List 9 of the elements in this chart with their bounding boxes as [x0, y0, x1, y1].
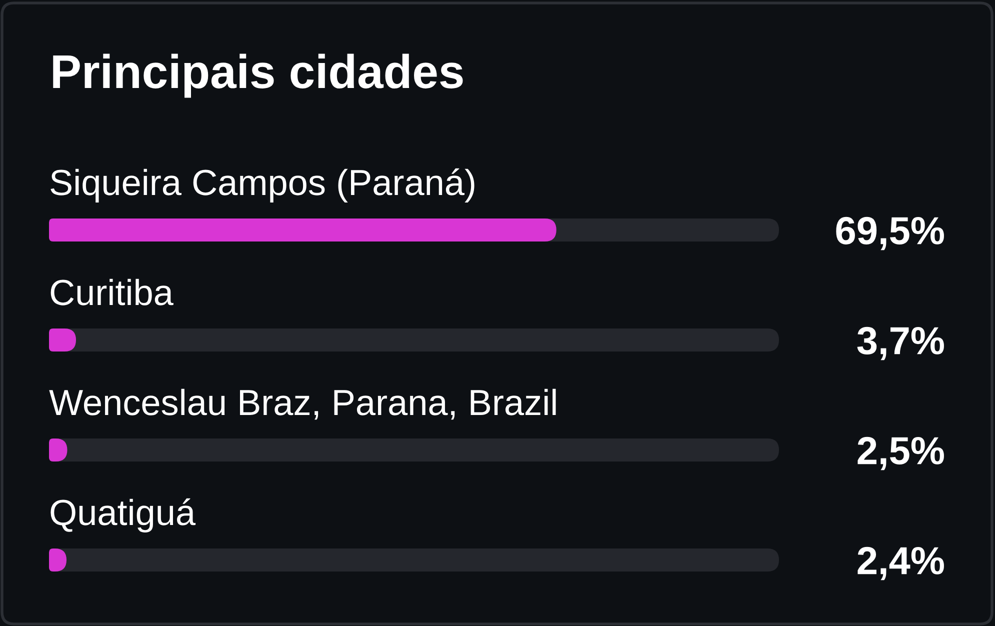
chart-title: Principais cidades [53, 54, 463, 98]
y-tick-label: Wenceslau Braz, Parana, Brazil [49, 388, 556, 420]
data-label: 2,4% [858, 546, 944, 580]
data-label: 2,5% [858, 436, 944, 470]
y-tick-label: Siqueira Campos (Paraná) [50, 168, 474, 202]
y-tick-label: Quatiguá [50, 498, 196, 532]
y-tick-label: Curitiba [50, 278, 174, 306]
data-label: 3,7% [857, 326, 944, 360]
data-label: 69,5% [836, 216, 944, 250]
